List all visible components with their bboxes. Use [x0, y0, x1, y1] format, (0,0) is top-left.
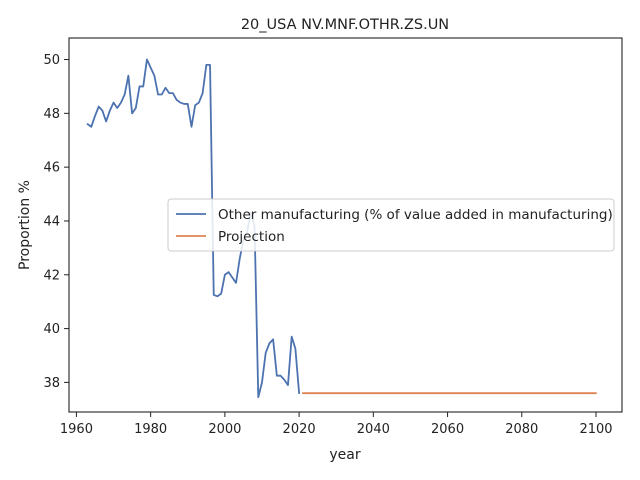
legend: Other manufacturing (% of value added in…: [167, 198, 615, 252]
y-tick-label: 50: [43, 53, 60, 68]
y-tick-label: 38: [43, 376, 60, 391]
y-tick-label: 46: [43, 161, 60, 176]
y-tick-label: 48: [43, 107, 60, 122]
x-tick-label: 2020: [283, 422, 316, 437]
y-tick-label: 40: [43, 322, 60, 337]
x-tick-label: 1980: [134, 422, 167, 437]
y-axis-label: Proportion %: [17, 180, 33, 270]
series-layer: [86, 58, 597, 399]
y-tick-label: 42: [43, 268, 60, 283]
x-tick-label: 2100: [579, 422, 612, 437]
y-axis-ticks: 38 40 42 44 46 48 50: [43, 53, 69, 391]
plot-frame: [68, 37, 623, 413]
x-tick-label: 2040: [357, 422, 390, 437]
legend-box: [167, 198, 615, 252]
x-tick-label: 1960: [60, 422, 93, 437]
x-axis-label: year: [329, 447, 360, 463]
series-line-0: [86, 58, 301, 399]
x-tick-label: 2080: [505, 422, 538, 437]
y-tick-label: 44: [43, 214, 60, 229]
legend-label-other-manufacturing: Other manufacturing (% of value added in…: [218, 207, 613, 223]
chart-title: 20_USA NV.MNF.OTHR.ZS.UN: [241, 17, 449, 33]
legend-label-projection: Projection: [218, 229, 285, 245]
x-axis-ticks: 1960 1980 2000 2020 2040 2060 2080 2100: [60, 412, 613, 437]
x-tick-label: 2000: [208, 422, 241, 437]
x-tick-label: 2060: [431, 422, 464, 437]
